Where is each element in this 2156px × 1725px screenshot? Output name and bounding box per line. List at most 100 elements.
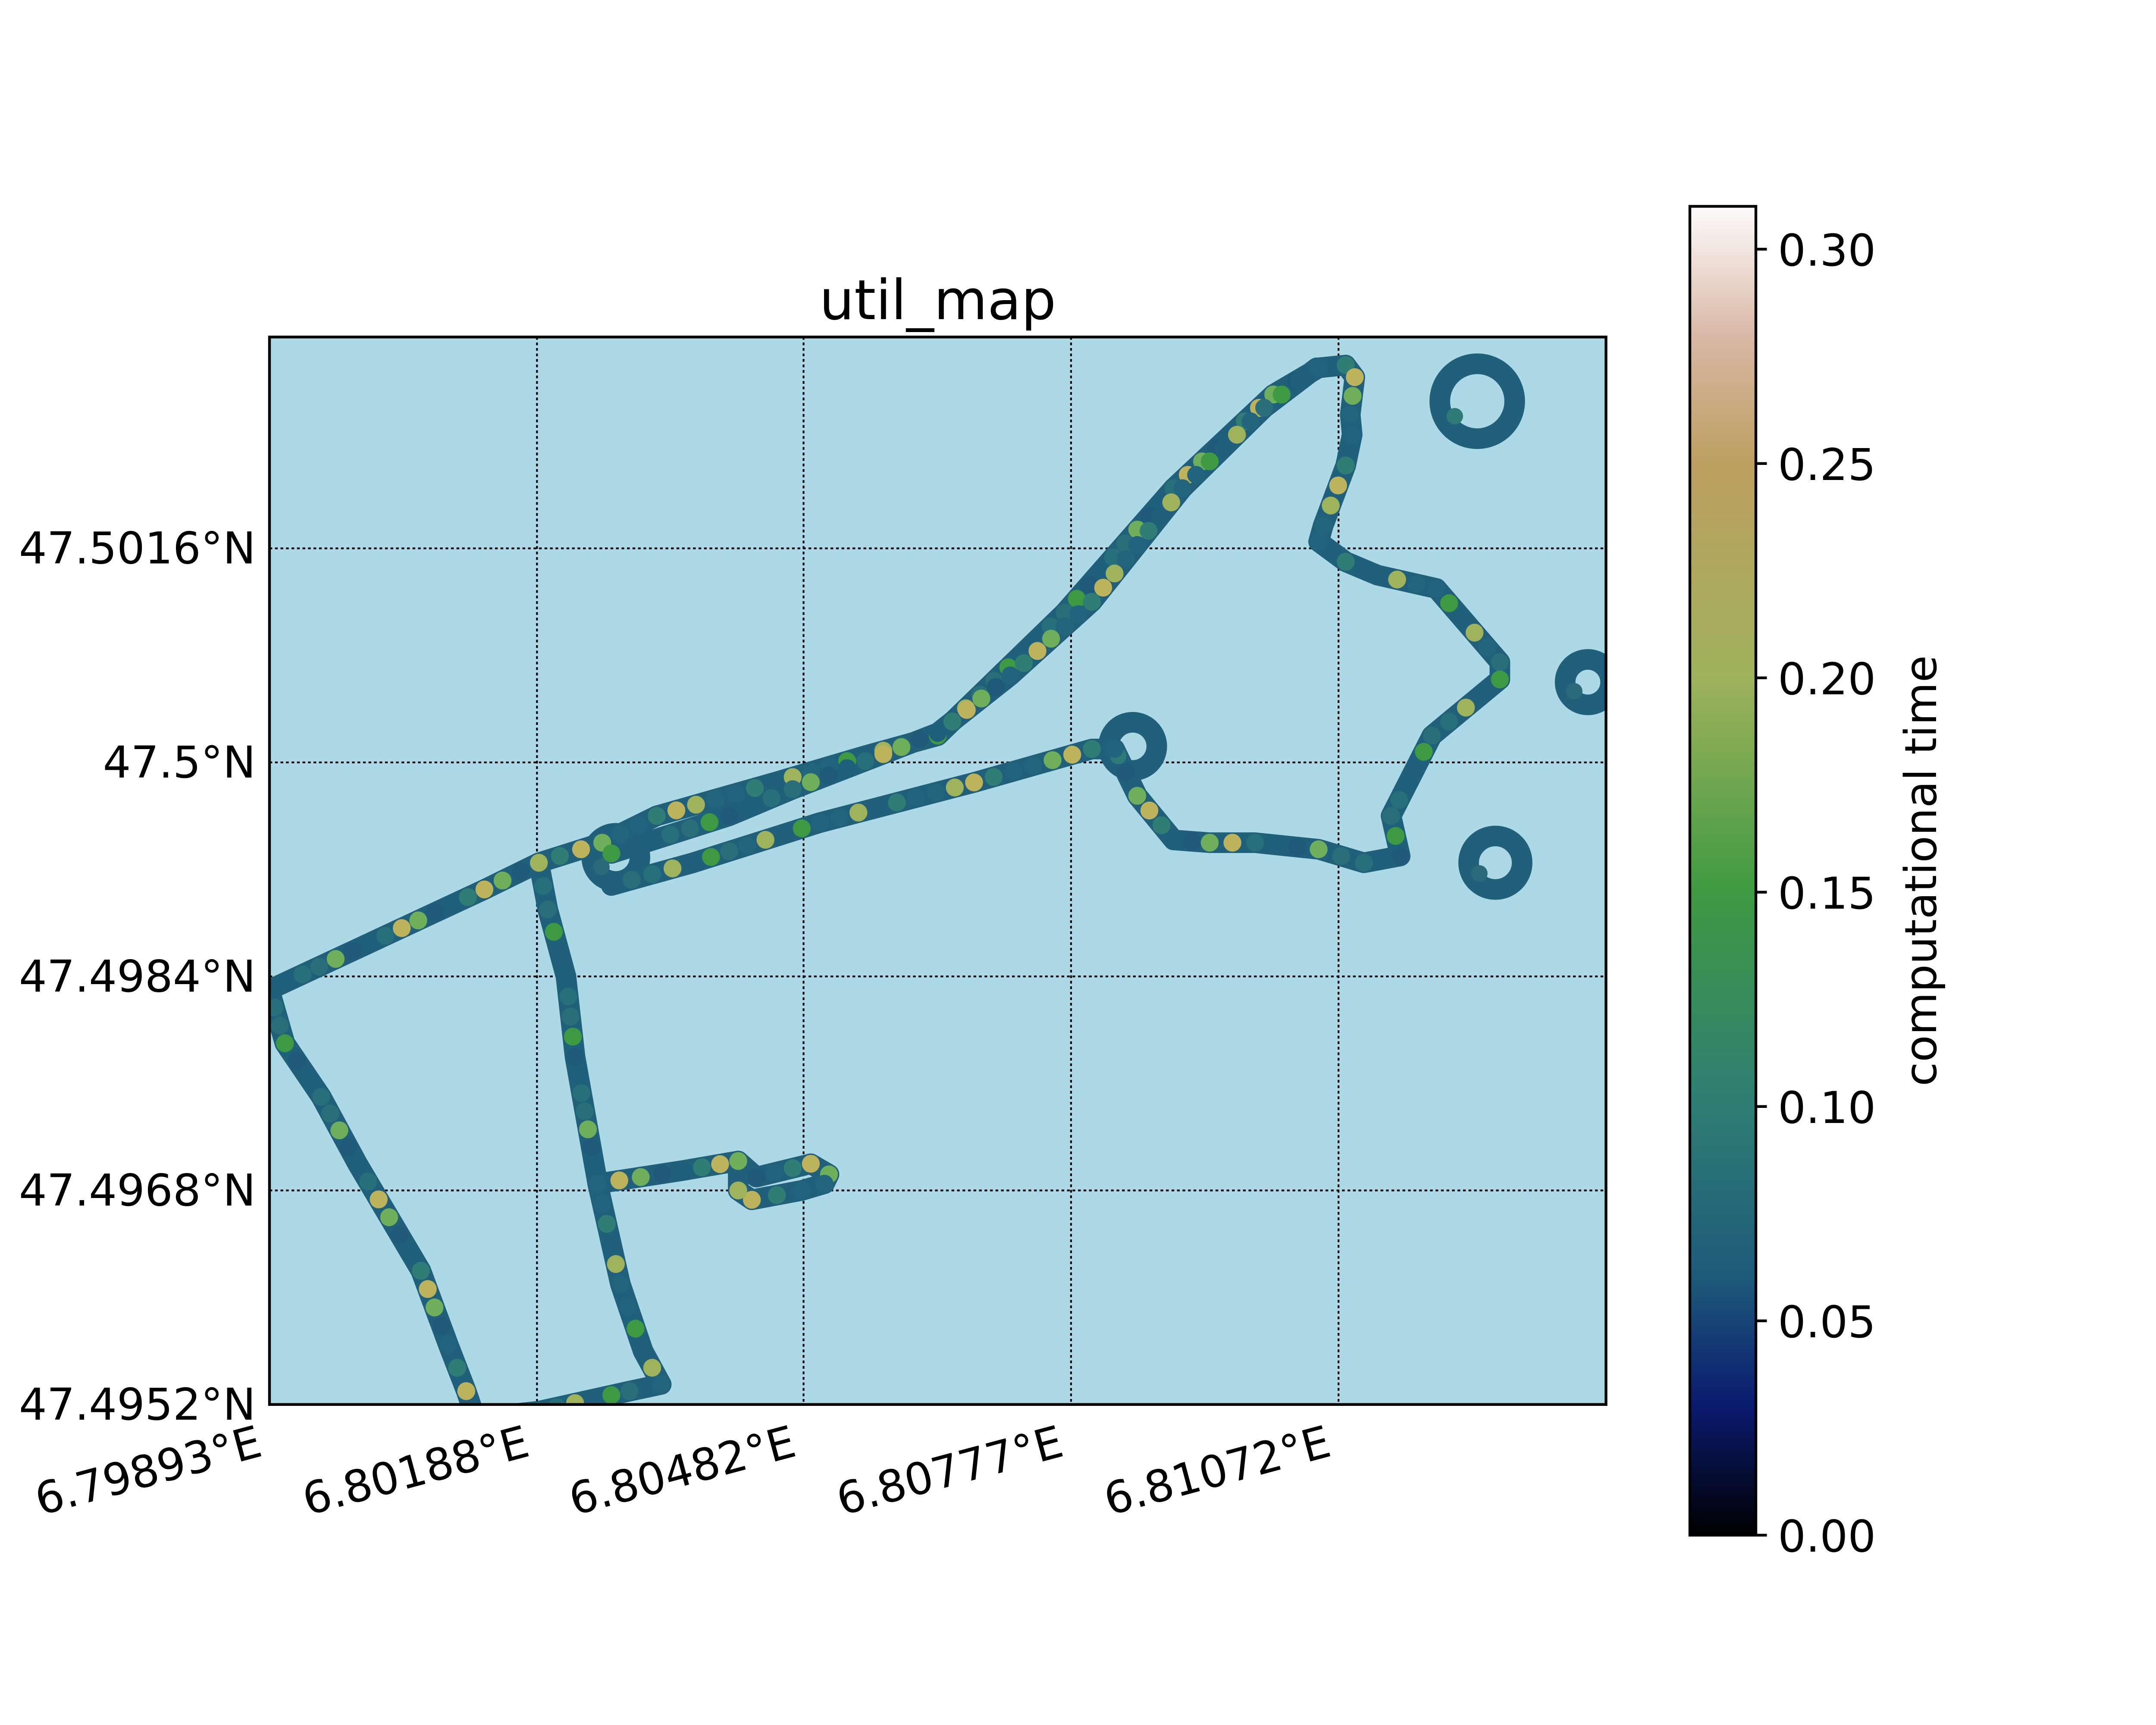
track-point xyxy=(874,745,893,763)
track-point xyxy=(1344,387,1362,405)
track-point xyxy=(551,847,569,865)
track-point xyxy=(370,1190,388,1208)
x-tick-label: 6.80482°E xyxy=(564,1416,801,1526)
track-point xyxy=(326,950,345,968)
track-point xyxy=(653,1165,671,1183)
track-point xyxy=(1187,466,1205,484)
track-point xyxy=(312,1088,330,1106)
track-point xyxy=(598,1215,616,1233)
track-point xyxy=(984,768,1003,786)
track-point xyxy=(632,1168,650,1186)
track-point xyxy=(610,1171,628,1189)
track-point xyxy=(681,819,699,837)
track-point xyxy=(393,919,411,937)
track-point xyxy=(1332,847,1351,865)
track-point xyxy=(661,825,680,844)
track-point xyxy=(1068,590,1086,608)
track-point xyxy=(376,927,395,945)
track-point xyxy=(566,1048,584,1066)
track-point xyxy=(593,859,610,875)
track-point xyxy=(1069,605,1087,623)
track-point xyxy=(1382,807,1400,825)
track-point xyxy=(929,724,947,742)
track-point xyxy=(1368,566,1387,584)
track-point xyxy=(1139,522,1158,540)
track-point xyxy=(1063,746,1081,764)
track-point xyxy=(300,1070,318,1088)
track-point xyxy=(586,1157,604,1175)
track-point xyxy=(572,840,590,859)
track-point xyxy=(561,1007,580,1026)
colorbar-tick-label: 0.15 xyxy=(1778,868,1876,919)
track-point xyxy=(401,1244,420,1262)
track-point xyxy=(1491,653,1509,671)
track-point xyxy=(530,853,548,872)
track-point xyxy=(579,1120,597,1138)
track-point xyxy=(557,967,575,985)
track-point xyxy=(1446,408,1463,425)
track-point xyxy=(1407,575,1426,593)
track-point xyxy=(1407,759,1425,777)
track-point xyxy=(602,1235,620,1253)
track-point xyxy=(511,862,530,881)
track-point xyxy=(1106,740,1124,758)
y-tick-label: 47.4984°N xyxy=(19,951,256,1002)
track-point xyxy=(1140,801,1159,820)
colorbar-tick-label: 0.10 xyxy=(1778,1082,1876,1134)
track-point xyxy=(593,1195,611,1213)
track-point xyxy=(611,825,630,843)
track-point xyxy=(741,798,759,816)
track-point xyxy=(1083,593,1101,611)
track-point xyxy=(702,848,720,866)
track-point xyxy=(663,859,682,878)
track-point xyxy=(711,1155,729,1173)
track-loop xyxy=(1458,825,1532,900)
track-point xyxy=(726,784,744,803)
track-point xyxy=(1042,630,1060,648)
colorbar-ticks: 0.00 0.05 0.10 0.15 0.20 0.25 0.30 xyxy=(1756,225,1876,1562)
track-point xyxy=(746,779,764,797)
track-point xyxy=(1267,836,1285,854)
track-point xyxy=(783,780,802,798)
track-point xyxy=(457,1382,476,1400)
track-point xyxy=(426,903,444,922)
track-point xyxy=(566,1394,584,1405)
track-point xyxy=(293,965,312,984)
track-point xyxy=(1200,452,1219,470)
track-point xyxy=(1346,368,1364,386)
track-point xyxy=(907,788,925,807)
track-point xyxy=(559,987,577,1006)
track-point xyxy=(1164,831,1183,849)
track-point xyxy=(572,1084,591,1102)
plot-background xyxy=(270,337,1606,1405)
track-point xyxy=(425,1298,444,1317)
track-point xyxy=(1388,571,1406,589)
track-point xyxy=(391,1226,409,1244)
track-point xyxy=(648,807,666,825)
track-point xyxy=(432,1317,451,1335)
track-point xyxy=(1117,550,1135,568)
track-point xyxy=(321,1104,339,1123)
track-point xyxy=(1415,743,1433,761)
track-point xyxy=(1288,838,1307,856)
track-point xyxy=(1024,757,1042,775)
y-tick-label: 47.4952°N xyxy=(19,1379,256,1430)
track-point xyxy=(343,942,361,960)
track-point xyxy=(1241,412,1260,430)
track-point xyxy=(1453,609,1471,627)
track-point xyxy=(630,815,648,834)
track-point xyxy=(1343,426,1361,444)
track-point xyxy=(1290,372,1308,390)
track-point xyxy=(1310,359,1328,377)
track-layer xyxy=(270,353,1606,1405)
track-point xyxy=(1391,847,1409,865)
track-point xyxy=(270,998,284,1017)
track-point xyxy=(1151,508,1169,526)
track-point xyxy=(729,1152,747,1170)
x-tick-label: 6.80188°E xyxy=(297,1416,534,1526)
x-axis-ticks: 6.79893°E 6.80188°E 6.80482°E 6.80777°E 6.81… xyxy=(30,1416,1336,1526)
track-point xyxy=(1322,496,1340,514)
y-tick-label: 47.5016°N xyxy=(19,523,256,574)
track-point xyxy=(888,794,906,812)
track-point xyxy=(747,1168,765,1186)
